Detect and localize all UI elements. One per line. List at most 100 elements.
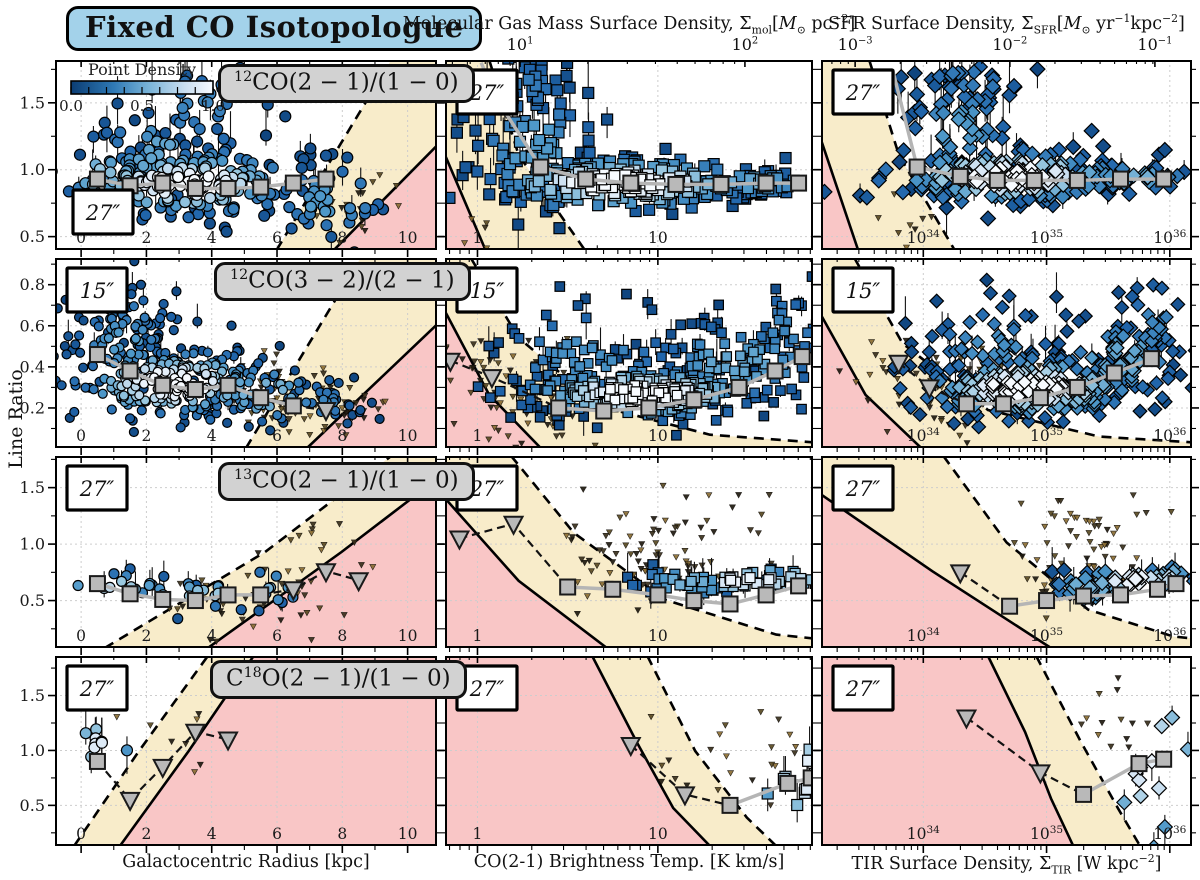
beam-label: 27″ <box>71 188 135 236</box>
y-tick-label: 0.5 <box>20 227 45 246</box>
limit-median-triangle <box>448 530 471 551</box>
upper-limit-markers <box>874 191 935 250</box>
median-square <box>1167 575 1185 593</box>
median-square <box>779 774 797 792</box>
median-square <box>186 592 204 610</box>
tick-labels: 1 10 <box>473 427 668 445</box>
x-tick-label: 1 <box>473 229 483 247</box>
median-square <box>1112 586 1130 604</box>
beam-label-box <box>831 664 895 712</box>
x-tick-label: 1036 <box>1153 824 1186 843</box>
beam-label-text: 27″ <box>469 477 505 501</box>
panel-border <box>821 60 1192 250</box>
x-tick-label: 1 <box>473 825 483 843</box>
beige-region <box>821 258 1192 448</box>
x-tick-label: 2 <box>141 229 151 247</box>
limit-median-triangle <box>481 369 503 390</box>
boundary-dashed-line <box>469 258 813 444</box>
boundary-solid-line <box>207 477 437 648</box>
x-tick-label: 10 <box>398 229 418 247</box>
median-square <box>88 575 106 593</box>
median-square <box>685 391 703 409</box>
top-axis-label-sfr: SFR Surface Density, ΣSFR[M⊙ yr−1kpc−2] <box>828 12 1185 37</box>
x-tick-label: 6 <box>272 825 282 843</box>
median-trend <box>949 564 1185 615</box>
median-square <box>219 179 237 197</box>
row-label-badge-3: C18O(2 − 1)/(1 − 0) <box>210 660 467 699</box>
y-tick-label: 0.4 <box>20 357 45 376</box>
x-tick-label: 1036 <box>1153 228 1186 247</box>
y-tick-label: 0.5 <box>20 796 45 815</box>
panel-border <box>55 258 437 448</box>
median-square <box>1105 364 1123 382</box>
x-tick-label: 8 <box>337 229 347 247</box>
panel-border <box>445 258 813 448</box>
median-square <box>1148 580 1166 598</box>
limit-median-triangle <box>282 581 305 602</box>
top-axis-tick-label: 102 <box>731 35 759 54</box>
y-tick-label: 1.5 <box>20 686 45 705</box>
tick-labels: 1 10 <box>473 825 668 843</box>
pink-region <box>207 479 437 648</box>
median-square <box>577 170 595 188</box>
panel-border <box>445 60 813 250</box>
row-label-badge-2: 13CO(2 − 1)/(1 − 0) <box>218 462 475 501</box>
median-square <box>1075 587 1093 605</box>
pink-region <box>445 498 607 648</box>
boundary-lines <box>821 60 956 250</box>
median-square <box>951 167 969 185</box>
median-square <box>766 362 784 380</box>
upper-limit-markers <box>113 711 204 776</box>
x-tick-label: 1036 <box>1153 426 1186 445</box>
beam-label: 15″ <box>831 266 895 314</box>
median-square <box>730 378 748 396</box>
panel-r1-c0: 0 2 4 6 8 10 0.2 0.4 0.6 0.8 15″ <box>20 258 444 455</box>
limit-median-dashed-line <box>260 570 359 596</box>
panel-r3-c1: 1 10 27″ <box>438 656 820 853</box>
limit-median-triangle <box>315 402 337 423</box>
tick-labels: 1034 1035 1036 <box>907 824 1187 843</box>
shaded-regions <box>821 456 1192 648</box>
beam-label-text: 15″ <box>846 279 881 303</box>
median-square <box>186 179 204 197</box>
panel-border <box>445 656 813 846</box>
median-square <box>604 580 622 598</box>
x-tick-label: 0 <box>76 427 86 445</box>
panel-r0-c1: 1 10 27″ <box>438 60 820 257</box>
x-tick-label: 10 <box>648 825 668 843</box>
limit-median-triangle <box>502 515 525 536</box>
tick-labels: 1 10 <box>473 229 668 247</box>
median-square <box>667 175 685 193</box>
x-tick-label: 1035 <box>1030 626 1063 645</box>
y-tick-label: 0.6 <box>20 316 45 335</box>
limit-median-triangle <box>918 379 941 400</box>
pink-region <box>821 315 922 448</box>
beam-label: 27″ <box>831 464 895 512</box>
beam-label: 15″ <box>65 266 129 314</box>
panel-border <box>55 656 437 846</box>
boundary-solid-line <box>591 656 711 846</box>
median-trend <box>887 350 1160 413</box>
median-square <box>757 586 775 604</box>
beige-region <box>988 656 1141 846</box>
bottom-axis-label-1: CO(2-1) Brightness Temp. [K km/s] <box>473 852 785 872</box>
beam-label-text: 27″ <box>469 677 505 701</box>
limit-median-triangle <box>184 723 207 744</box>
median-square <box>219 586 237 604</box>
x-tick-label: 4 <box>207 627 217 645</box>
median-trend <box>88 563 370 610</box>
median-square <box>252 389 270 407</box>
x-tick-label: 6 <box>272 427 282 445</box>
median-square <box>712 175 730 193</box>
beam-label-box <box>831 68 895 116</box>
top-axis-tick-label: 101 <box>506 35 534 54</box>
median-square <box>957 395 975 413</box>
panel-r0-c2: 1034 1035 1036 27″ <box>814 60 1199 257</box>
beam-label: 27″ <box>831 664 895 712</box>
x-tick-label: 10 <box>398 427 418 445</box>
limit-median-triangle <box>119 791 141 813</box>
median-trend <box>955 709 1173 803</box>
beam-label-box <box>831 266 895 314</box>
y-tick-label: 1.0 <box>20 535 45 554</box>
